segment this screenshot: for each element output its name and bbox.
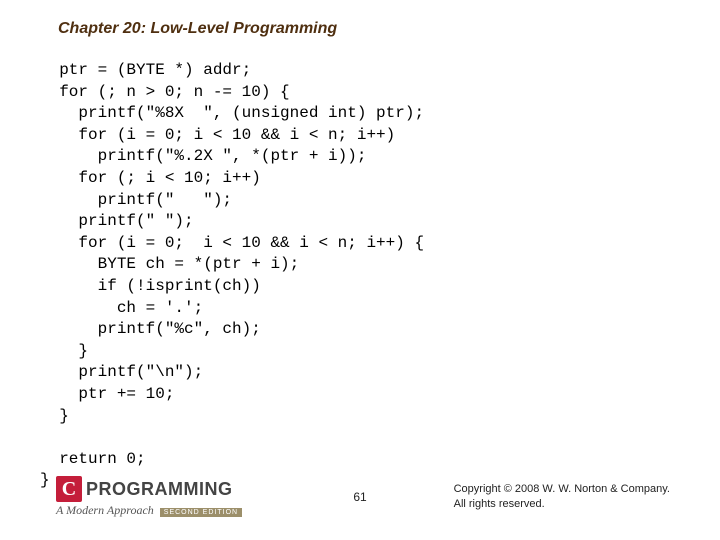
logo-word: PROGRAMMING	[86, 479, 233, 500]
chapter-title: Chapter 20: Low-Level Programming	[58, 20, 337, 38]
copyright: Copyright © 2008 W. W. Norton & Company.…	[454, 482, 670, 512]
logo-edition: SECOND EDITION	[160, 508, 242, 517]
footer: C PROGRAMMING A Modern Approach SECOND E…	[0, 468, 720, 518]
logo-letter: C	[62, 479, 76, 499]
page-number: 61	[353, 490, 366, 504]
book-logo: C PROGRAMMING A Modern Approach SECOND E…	[56, 476, 266, 518]
logo-box: C	[56, 476, 82, 502]
logo-top-row: C PROGRAMMING	[56, 476, 266, 502]
code-block: ptr = (BYTE *) addr; for (; n > 0; n -= …	[40, 60, 424, 492]
logo-subtitle-row: A Modern Approach SECOND EDITION	[56, 503, 266, 518]
slide: Chapter 20: Low-Level Programming ptr = …	[0, 0, 720, 540]
copyright-line-1: Copyright © 2008 W. W. Norton & Company.	[454, 482, 670, 497]
copyright-line-2: All rights reserved.	[454, 497, 670, 512]
logo-subtitle: A Modern Approach	[56, 503, 154, 518]
